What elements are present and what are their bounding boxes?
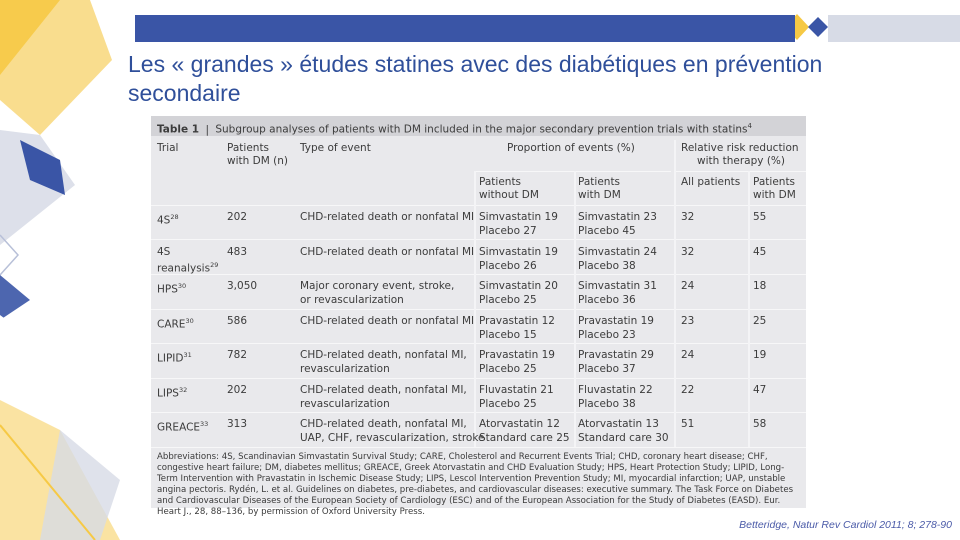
header-bar (135, 15, 795, 42)
rrr-all: 22 (681, 384, 695, 396)
event-type: Major coronary event, stroke, (300, 280, 455, 292)
rrr-all: 32 (681, 211, 695, 223)
trial-name: 4S (157, 246, 171, 258)
without-dm-treated: Simvastatin 19 (479, 246, 558, 258)
without-dm-treated: Simvastatin 19 (479, 211, 558, 223)
trial-name: 4S (157, 214, 171, 227)
header-all-patients: All patients (681, 176, 741, 188)
without-dm-treated: Atorvastatin 12 (479, 418, 560, 430)
event-type-line2: or revascularization (300, 294, 404, 306)
with-dm-placebo: Placebo 38 (578, 260, 636, 272)
table-caption-ref: 4 (747, 122, 752, 130)
patients-dm: 586 (227, 315, 248, 327)
statin-trials-table: Table 1 | Subgroup analyses of patients … (151, 116, 806, 517)
patients-dm: 782 (227, 349, 248, 361)
table-caption: Table 1 | Subgroup analyses of patients … (151, 116, 806, 136)
with-dm-treated: Atorvastatin 13 (578, 418, 659, 430)
event-type-line2: revascularization (300, 398, 390, 410)
with-dm-placebo: Placebo 36 (578, 294, 636, 306)
slide-title: Les « grandes » études statines avec des… (128, 51, 823, 106)
event-type: CHD-related death or nonfatal MI (300, 211, 475, 223)
trial-ref: 31 (183, 351, 192, 359)
trial-ref: 30 (177, 282, 187, 290)
patients-dm: 202 (227, 211, 248, 223)
without-dm-treated: Pravastatin 12 (479, 315, 555, 327)
with-dm-control: Standard care 30 (578, 432, 669, 444)
patients-dm: 202 (227, 384, 248, 396)
table-caption-text: Subgroup analyses of patients with DM in… (215, 123, 748, 136)
without-dm-placebo: Placebo 27 (479, 225, 537, 237)
with-dm-treated: Pravastatin 19 (578, 315, 654, 327)
trial-ref: 28 (170, 213, 179, 221)
header-patients-dm-2: with DM (n) (227, 155, 288, 167)
header-without-dm-1: Patients (479, 176, 522, 188)
with-dm-treated: Fluvastatin 22 (578, 384, 653, 396)
without-dm-placebo: Placebo 15 (479, 329, 537, 341)
trial-ref: 30 (185, 317, 194, 325)
rrr-all: 51 (681, 418, 695, 430)
trial-name: GREACE (157, 421, 201, 434)
with-dm-placebo: Placebo 37 (578, 363, 636, 375)
without-dm-placebo: Placebo 25 (479, 363, 537, 375)
without-dm-placebo: Placebo 26 (479, 260, 537, 272)
header-patients-dm-1: Patients (227, 142, 270, 154)
rrr-all: 32 (681, 246, 695, 258)
rrr-dm: 19 (753, 349, 767, 361)
without-dm-treated: Fluvastatin 21 (479, 384, 554, 396)
without-dm-control: Standard care 25 (479, 432, 570, 444)
trial-name: CARE (157, 318, 186, 331)
rrr-dm: 55 (753, 211, 767, 223)
without-dm-placebo: Placebo 25 (479, 398, 537, 410)
source-citation: Betteridge, Natur Rev Cardiol 2011; 8; 2… (739, 519, 952, 531)
header-trial: Trial (157, 142, 179, 154)
rrr-dm: 58 (753, 418, 767, 430)
patients-dm: 3,050 (227, 280, 258, 292)
header-bar-right (828, 15, 960, 42)
header-rrr-dm-2: with DM (753, 189, 796, 201)
rrr-dm: 47 (753, 384, 767, 396)
table-caption-label: Table 1 (157, 123, 200, 136)
table-abbreviations: Abbreviations: 4S, Scandinavian Simvasta… (157, 452, 794, 517)
event-type: CHD-related death, nonfatal MI, (300, 349, 467, 361)
with-dm-treated: Simvastatin 24 (578, 246, 657, 258)
event-type-line2: UAP, CHF, revascularization, stroke (300, 432, 485, 444)
patients-dm: 483 (227, 246, 248, 258)
header-proportion: Proportion of events (%) (507, 142, 635, 154)
trial-ref: 32 (178, 386, 188, 394)
rrr-all: 24 (681, 349, 695, 361)
with-dm-treated: Simvastatin 31 (578, 280, 657, 292)
with-dm-placebo: Placebo 38 (578, 398, 636, 410)
trial-name: HPS (157, 283, 178, 296)
header-rrr-dm-1: Patients (753, 176, 796, 188)
header-without-dm-2: without DM (479, 189, 539, 201)
trial-name-line2: reanalysis (157, 262, 211, 275)
without-dm-treated: Pravastatin 19 (479, 349, 555, 361)
with-dm-placebo: Placebo 45 (578, 225, 636, 237)
rrr-all: 24 (681, 280, 695, 292)
trial-name: LIPS (157, 387, 179, 400)
without-dm-placebo: Placebo 25 (479, 294, 537, 306)
event-type-line2: revascularization (300, 363, 390, 375)
header-type-event: Type of event (300, 142, 371, 154)
rrr-dm: 45 (753, 246, 767, 258)
with-dm-treated: Simvastatin 23 (578, 211, 657, 223)
rrr-dm: 25 (753, 315, 767, 327)
rrr-all: 23 (681, 315, 695, 327)
trial-ref: 29 (210, 261, 219, 269)
header-with-dm-2: with DM (578, 189, 621, 201)
event-type: CHD-related death or nonfatal MI (300, 246, 475, 258)
without-dm-treated: Simvastatin 20 (479, 280, 558, 292)
header-with-dm-1: Patients (578, 176, 621, 188)
patients-dm: 313 (227, 418, 248, 430)
event-type: CHD-related death, nonfatal MI, (300, 418, 467, 430)
header-rrr-1: Relative risk reduction (681, 142, 799, 154)
trial-ref: 33 (200, 420, 209, 428)
header-rrr-2: with therapy (%) (697, 155, 785, 167)
with-dm-placebo: Placebo 23 (578, 329, 636, 341)
with-dm-treated: Pravastatin 29 (578, 349, 654, 361)
event-type: CHD-related death or nonfatal MI (300, 315, 475, 327)
trial-name: LIPID (157, 352, 184, 365)
rrr-dm: 18 (753, 280, 767, 292)
event-type: CHD-related death, nonfatal MI, (300, 384, 467, 396)
